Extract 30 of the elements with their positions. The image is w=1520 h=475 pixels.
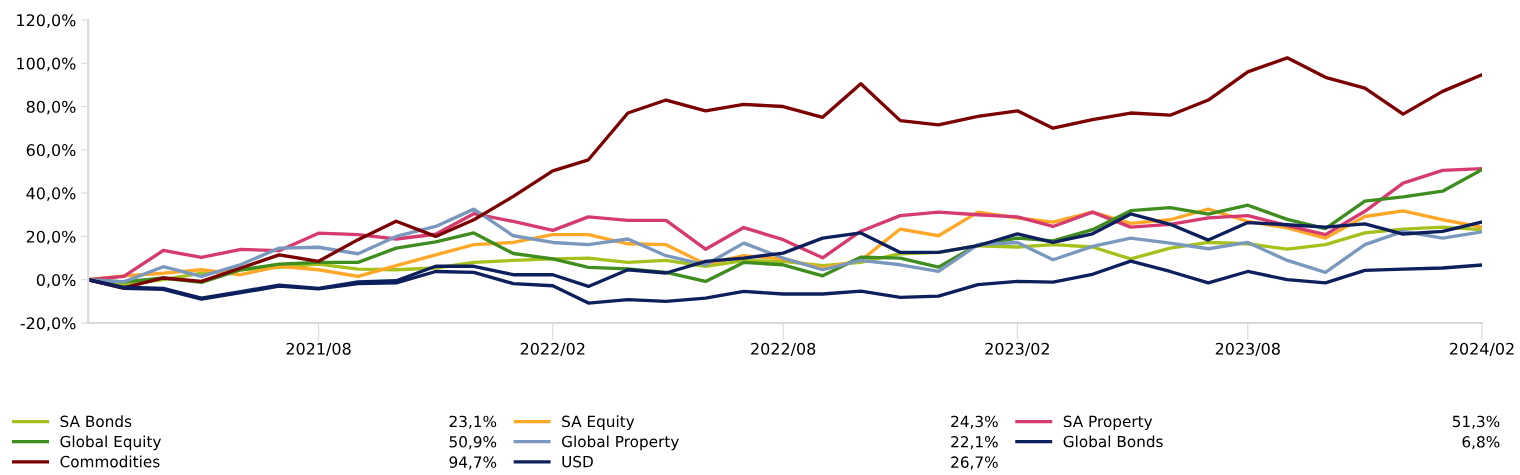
y-tick-label: 60,0%	[26, 144, 76, 158]
x-tick-label: 2024/02	[1449, 342, 1514, 357]
y-tick-label: 40,0%	[26, 187, 76, 202]
legend-label: Global Bonds	[1063, 435, 1163, 448]
y-tick-label: 0,0%	[36, 273, 76, 288]
legend-label: Global Property	[562, 435, 679, 451]
text: 51,3%	[1452, 415, 1500, 429]
y-tick-label: -20,0%	[20, 317, 76, 331]
x-tick-label: 2022/08	[751, 342, 816, 357]
text: 24,3%	[951, 415, 998, 429]
text: 6,8%	[1462, 436, 1500, 450]
y-tick-label: 100,0%	[17, 57, 76, 72]
y-tick-label: 20,0%	[26, 230, 76, 245]
text: 26,7%	[951, 456, 998, 470]
legend-label: Commodities	[60, 455, 160, 468]
y-tick-label: 80,0%	[26, 100, 76, 115]
x-tick-label: 2022/02	[520, 342, 585, 357]
x-tick-label: 2023/08	[1215, 342, 1280, 357]
legend-label: SA Bonds	[60, 415, 132, 428]
text: 22,1%	[951, 436, 998, 450]
legend-label: SA Property	[1063, 415, 1153, 431]
y-tick-label: 120,0%	[17, 14, 76, 28]
x-tick-label: 2021/08	[286, 342, 351, 357]
legend-label: Global Equity	[60, 435, 162, 451]
legend-label: USD	[562, 455, 593, 468]
text: 50,9%	[449, 436, 497, 450]
x-tick-label: 2023/02	[985, 342, 1049, 357]
legend-label: SA Equity	[562, 415, 635, 431]
text: 94,7%	[449, 456, 497, 470]
text: 23,1%	[449, 415, 497, 429]
